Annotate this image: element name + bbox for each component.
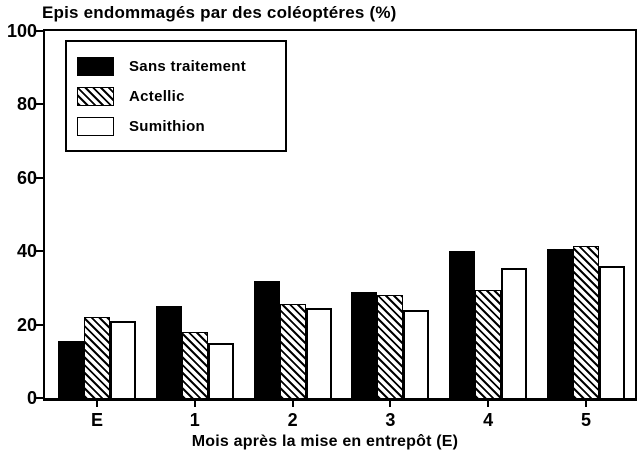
bar-actellic-4	[475, 290, 502, 398]
x-tick-label: 2	[287, 410, 298, 430]
x-tick-label: 4	[483, 410, 494, 430]
bar-actellic-E	[84, 317, 110, 398]
x-axis-title: Mois après la mise en entrepôt (E)	[191, 433, 459, 450]
bar-actellic-3	[377, 295, 404, 398]
y-tick-label: 60	[16, 167, 37, 188]
x-tick-label: 1	[189, 410, 200, 430]
bar-actellic-2	[279, 304, 306, 398]
bar-actellic-1	[181, 332, 208, 398]
legend-label: Sumithion	[129, 117, 206, 135]
x-tick-mark	[193, 401, 196, 407]
bar-sumithion-1	[207, 343, 234, 398]
x-tick-label: 5	[580, 410, 591, 430]
plot-area: Sans traitement Actellic Sumithion 0 20 40…	[7, 22, 637, 430]
x-tick-mark	[96, 401, 98, 407]
x-tick-label: 3	[385, 410, 396, 430]
bar-sans-traitement-1	[155, 306, 182, 398]
bar-sans-traitement-3	[351, 292, 378, 398]
legend: Sans traitement Actellic Sumithion	[65, 40, 287, 152]
legend-item-sumithion: Sumithion	[77, 116, 285, 136]
bar-sumithion-4	[501, 268, 528, 398]
legend-label: Sans traitement	[129, 57, 247, 75]
x-tick-label: E	[90, 410, 103, 430]
bar-actellic-5	[573, 246, 599, 398]
y-tick-label: 0	[26, 388, 37, 408]
y-tick-mark	[35, 103, 44, 106]
solid-black-swatch-icon	[77, 56, 114, 76]
bar-sans-traitement-E	[58, 341, 84, 398]
y-tick-mark	[35, 30, 44, 32]
y-tick-mark	[35, 323, 44, 326]
y-tick-label: 40	[16, 241, 37, 262]
y-tick-mark	[35, 250, 44, 253]
y-tick-label: 20	[16, 314, 37, 335]
y-tick-mark	[35, 397, 44, 399]
bar-sans-traitement-4	[449, 251, 476, 398]
bar-sumithion-5	[599, 266, 625, 398]
legend-label: Actellic	[129, 87, 185, 105]
bar-sumithion-2	[305, 308, 332, 398]
y-tick-label: 100	[6, 21, 37, 41]
x-tick-mark	[585, 401, 587, 407]
y-tick-mark	[35, 176, 44, 179]
y-tick-label: 80	[16, 94, 37, 115]
bar-sumithion-3	[403, 310, 430, 398]
bar-sans-traitement-2	[253, 281, 280, 398]
x-tick-mark	[291, 401, 294, 407]
legend-item-actellic: Actellic	[77, 86, 285, 106]
bar-sumithion-E	[110, 321, 136, 398]
bar-sans-traitement-5	[547, 249, 573, 398]
chart-title: Epis endommagés par des coléoptéres (%)	[42, 3, 397, 22]
diagonal-hatch-swatch-icon	[77, 86, 114, 106]
x-tick-mark	[487, 401, 490, 407]
white-swatch-icon	[77, 116, 114, 136]
x-tick-mark	[389, 401, 392, 407]
legend-item-sans-traitement: Sans traitement	[77, 56, 285, 76]
